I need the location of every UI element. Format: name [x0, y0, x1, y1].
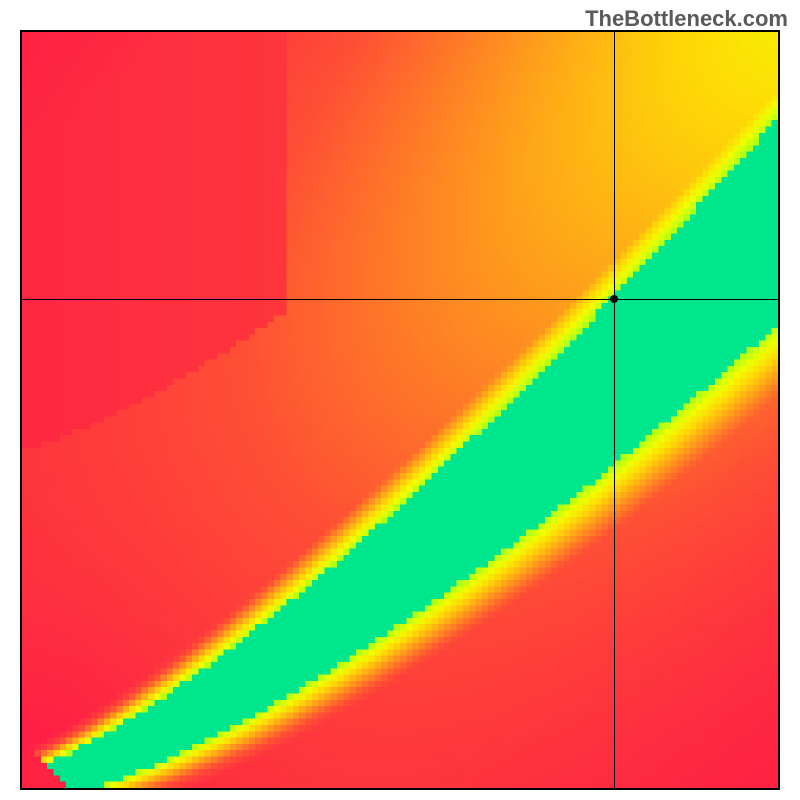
crosshair-horizontal [22, 299, 778, 300]
crosshair-marker [610, 295, 618, 303]
heatmap-canvas [22, 32, 778, 788]
chart-container: TheBottleneck.com [0, 0, 800, 800]
crosshair-vertical [614, 32, 615, 788]
heatmap-plot [20, 30, 780, 790]
watermark-text: TheBottleneck.com [585, 6, 788, 32]
